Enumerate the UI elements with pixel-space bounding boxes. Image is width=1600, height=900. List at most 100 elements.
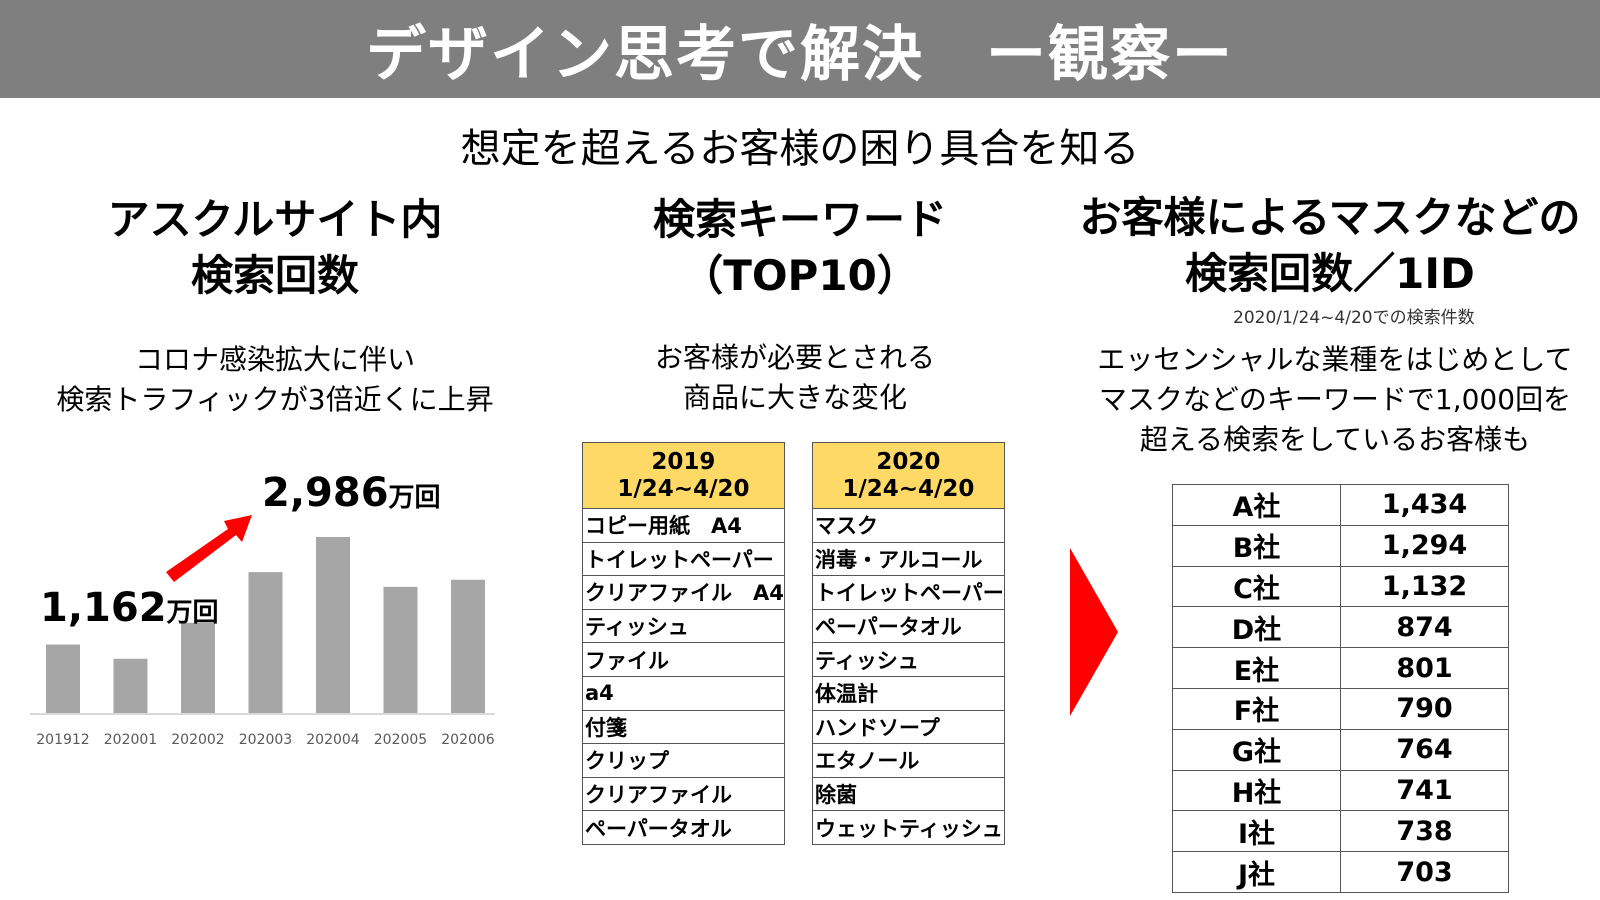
company-cell: E社 bbox=[1172, 647, 1341, 689]
count-cell: 874 bbox=[1340, 606, 1509, 649]
keyword-row: コピー用紙 A4 bbox=[582, 508, 785, 543]
keyword-cell: ペーパータオル bbox=[582, 810, 785, 845]
bar-202002 bbox=[181, 622, 215, 713]
keyword-row: ペーパータオル bbox=[582, 810, 785, 845]
keyword-cell: クリップ bbox=[582, 743, 785, 778]
label-low-value: 1,162 bbox=[40, 585, 167, 631]
keyword-cell: クリアファイル bbox=[582, 776, 785, 812]
company-cell: A社 bbox=[1172, 484, 1341, 526]
count-cell: 1,434 bbox=[1340, 484, 1509, 526]
year-2020: 2020 bbox=[876, 448, 941, 475]
bar-202001 bbox=[113, 658, 148, 713]
slide-subtitle: 想定を超えるお客様の困り具合を知る bbox=[460, 126, 1140, 172]
keyword-cell: ウェットティッシュ bbox=[812, 810, 1005, 845]
keyword-cell: 除菌 bbox=[812, 776, 1005, 812]
company-row: C社 1,132 bbox=[1172, 565, 1509, 608]
keywords-2019-header: 2019 1/24~4/20 bbox=[582, 442, 785, 509]
company-cell: I社 bbox=[1172, 810, 1341, 853]
slide-title: デザイン思考で解決 ー観察ー bbox=[366, 19, 1234, 90]
keyword-row: トイレットペーパー bbox=[582, 541, 785, 577]
x-tick-label: 202005 bbox=[374, 732, 427, 748]
col3-title-line1: お客様によるマスクなどの bbox=[1079, 193, 1581, 242]
col3-title: お客様によるマスクなどの 検索回数／1ID bbox=[1075, 190, 1585, 302]
col1-title: アスクルサイト内 検索回数 bbox=[40, 192, 510, 304]
col2-title-line1: 検索キーワード bbox=[652, 195, 947, 244]
label-high-unit: 万回 bbox=[388, 483, 441, 513]
count-cell: 741 bbox=[1340, 769, 1509, 812]
bar-202004 bbox=[316, 537, 350, 713]
company-search-table: A社 1,434 B社 1,294 C社 1,132 D社 874 E社 801 F社 790 G社 76… bbox=[1172, 484, 1509, 893]
keyword-row: トイレットペーパー bbox=[812, 575, 1005, 610]
x-tick-label: 202006 bbox=[441, 732, 495, 748]
keywords-2019-table: 2019 1/24~4/20 コピー用紙 A4 トイレットペーパー クリアファイル A4… bbox=[582, 442, 785, 845]
keyword-row: クリップ bbox=[582, 743, 785, 778]
keyword-row: エタノール bbox=[812, 743, 1005, 778]
count-cell: 703 bbox=[1340, 851, 1509, 893]
bar-201912 bbox=[46, 644, 80, 713]
col2-title: 検索キーワード （TOP10） bbox=[560, 192, 1040, 304]
right-arrow-icon bbox=[1070, 548, 1118, 716]
keyword-cell: ペーパータオル bbox=[812, 608, 1005, 644]
keyword-row: クリアファイル bbox=[582, 776, 785, 812]
company-cell: F社 bbox=[1172, 687, 1341, 730]
label-high: 2,986万回 bbox=[262, 470, 441, 516]
keyword-row: ティッシュ bbox=[812, 642, 1005, 677]
col2-desc-line2: 商品に大きな変化 bbox=[682, 381, 907, 414]
label-low-unit: 万回 bbox=[166, 598, 219, 628]
range-2019: 1/24~4/20 bbox=[617, 475, 750, 502]
col1-title-line1: アスクルサイト内 bbox=[107, 195, 443, 244]
col1-desc-line2: 検索トラフィックが3倍近くに上昇 bbox=[56, 383, 494, 416]
keyword-row: ウェットティッシュ bbox=[812, 810, 1005, 845]
x-tick-label: 202003 bbox=[239, 732, 292, 748]
company-row: E社 801 bbox=[1172, 647, 1509, 689]
col2-title-line2: （TOP10） bbox=[681, 251, 919, 300]
bar-202005 bbox=[383, 586, 418, 713]
keyword-row: ハンドソープ bbox=[812, 709, 1005, 745]
year-2019: 2019 bbox=[651, 448, 716, 475]
search-count-chart: 201912 202001 202002 202003 202004 202005 2020… bbox=[30, 515, 495, 748]
col2-desc: お客様が必要とされる 商品に大きな変化 bbox=[560, 338, 1030, 418]
col3-desc-line1: エッセンシャルな業種をはじめとして bbox=[1097, 343, 1573, 376]
keyword-cell: クリアファイル A4 bbox=[582, 575, 785, 610]
title-bar: デザイン思考で解決 ー観察ー bbox=[0, 0, 1600, 98]
keyword-cell: ファイル bbox=[582, 642, 785, 677]
company-row: H社 741 bbox=[1172, 769, 1509, 812]
count-cell: 1,294 bbox=[1340, 524, 1509, 567]
keyword-cell: 体温計 bbox=[812, 675, 1005, 711]
company-cell: D社 bbox=[1172, 606, 1341, 649]
keyword-row: 付箋 bbox=[582, 709, 785, 745]
company-row: F社 790 bbox=[1172, 687, 1509, 730]
company-row: G社 764 bbox=[1172, 728, 1509, 771]
keyword-cell: 消毒・アルコール bbox=[812, 541, 1005, 577]
keyword-row: ペーパータオル bbox=[812, 608, 1005, 644]
col2-desc-line1: お客様が必要とされる bbox=[654, 341, 935, 374]
keyword-cell: a4 bbox=[582, 675, 785, 711]
col3-desc: エッセンシャルな業種をはじめとして マスクなどのキーワードで1,000回を 超える検… bbox=[1080, 340, 1590, 460]
count-cell: 1,132 bbox=[1340, 565, 1509, 608]
period-note: 2020/1/24~4/20での検索件数 bbox=[1233, 308, 1475, 328]
company-row: I社 738 bbox=[1172, 810, 1509, 853]
x-tick-label: 202001 bbox=[104, 732, 157, 748]
keyword-row: ファイル bbox=[582, 642, 785, 677]
keyword-cell: トイレットペーパー bbox=[812, 575, 1005, 610]
col3-title-line2: 検索回数／1ID bbox=[1185, 249, 1475, 298]
label-high-value: 2,986 bbox=[262, 470, 389, 516]
count-cell: 738 bbox=[1340, 810, 1509, 853]
company-cell: C社 bbox=[1172, 565, 1341, 608]
company-cell: B社 bbox=[1172, 524, 1341, 567]
keyword-cell: マスク bbox=[812, 508, 1005, 543]
keyword-row: 消毒・アルコール bbox=[812, 541, 1005, 577]
keyword-cell: トイレットペーパー bbox=[582, 541, 785, 577]
keyword-row: ティッシュ bbox=[582, 608, 785, 644]
label-low: 1,162万回 bbox=[40, 585, 219, 631]
keyword-cell: 付箋 bbox=[582, 709, 785, 745]
keyword-row: クリアファイル A4 bbox=[582, 575, 785, 610]
col3-desc-line3: 超える検索をしているお客様も bbox=[1139, 423, 1531, 456]
company-cell: J社 bbox=[1172, 851, 1341, 893]
keyword-row: 除菌 bbox=[812, 776, 1005, 812]
company-row: J社 703 bbox=[1172, 851, 1509, 893]
company-row: A社 1,434 bbox=[1172, 484, 1509, 526]
count-cell: 764 bbox=[1340, 728, 1509, 771]
bar-202003 bbox=[248, 572, 283, 713]
x-tick-label: 202004 bbox=[306, 732, 360, 748]
